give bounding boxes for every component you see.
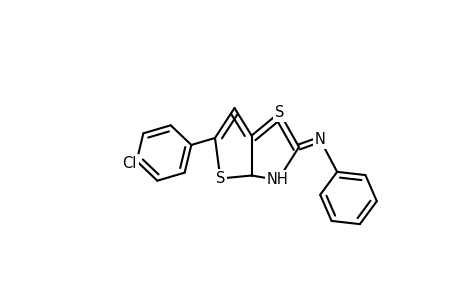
Text: S: S [274, 105, 284, 120]
Text: NH: NH [267, 172, 288, 188]
Text: N: N [314, 132, 325, 147]
Text: Cl: Cl [122, 156, 136, 171]
Text: S: S [215, 171, 224, 186]
